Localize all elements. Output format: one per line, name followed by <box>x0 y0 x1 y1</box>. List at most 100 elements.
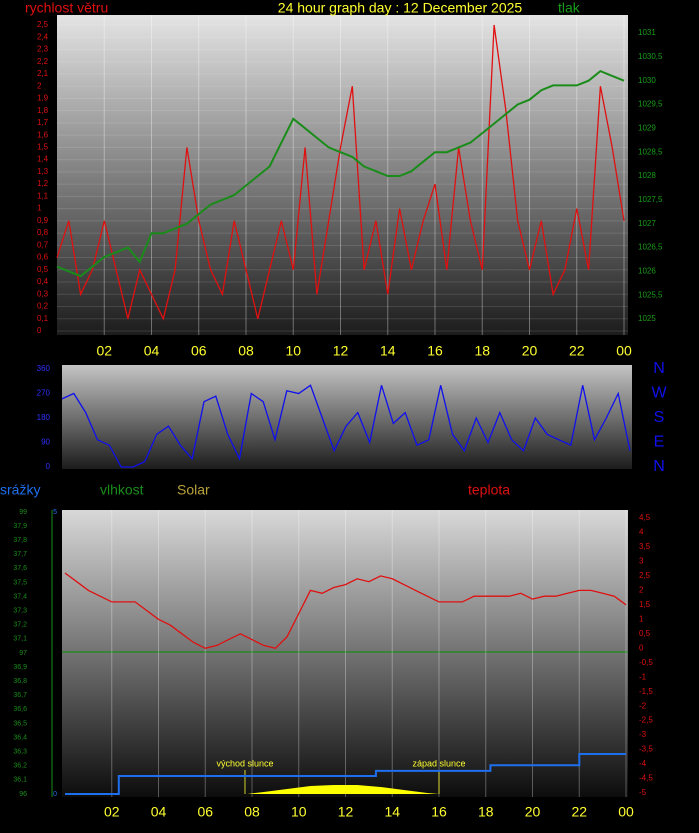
y-tick-label: 0,4 <box>37 277 49 286</box>
y-axis-label: rychlost větru <box>25 0 108 16</box>
y-tick-label: 2,3 <box>37 45 49 54</box>
y2-tick-label: 1027 <box>638 219 656 228</box>
y3-tick-label: 0 <box>53 791 57 798</box>
x-tick-label: 06 <box>197 804 213 820</box>
y2-tick-label: 0,5 <box>639 629 651 638</box>
x-tick-label: 18 <box>474 343 490 359</box>
y2-tick-label: N <box>653 360 665 377</box>
humidity-label: 37,4 <box>13 593 27 600</box>
humidity-label: 97 <box>19 650 27 657</box>
humidity-label: 36,7 <box>13 692 27 699</box>
humidity-label: 37,6 <box>13 565 27 572</box>
humidity-label: 37,3 <box>13 608 27 615</box>
y-tick-label: 0,6 <box>37 253 49 262</box>
y-tick-label: 1,6 <box>37 130 49 139</box>
y2-tick-label: 1029,5 <box>638 100 663 109</box>
y-tick-label: 1,7 <box>37 118 49 127</box>
y-tick-label: 0,2 <box>37 302 49 311</box>
y-tick-label: 0,7 <box>37 240 49 249</box>
humidity-label: 36,9 <box>13 664 27 671</box>
humidity-label: 36,3 <box>13 749 27 756</box>
y2-tick-label: -1,5 <box>639 687 653 696</box>
legend-label: vlhkost <box>100 482 144 498</box>
y-tick-label: 90 <box>41 438 50 447</box>
legend-label: teplota <box>468 482 510 498</box>
y-tick-label: 2,2 <box>37 57 49 66</box>
y-tick-label: 2 <box>37 81 42 90</box>
x-tick-label: 08 <box>238 343 254 359</box>
y2-tick-label: 2 <box>639 585 644 594</box>
solar-area <box>247 785 439 794</box>
humidity-label: 37,8 <box>13 537 27 544</box>
y2-tick-label: -2 <box>639 701 647 710</box>
x-tick-label: 02 <box>104 804 120 820</box>
humidity-label: 36,8 <box>13 678 27 685</box>
y-tick-label: 1,8 <box>37 106 49 115</box>
y2-tick-label: 4,5 <box>639 513 651 522</box>
x-tick-label: 06 <box>191 343 207 359</box>
series-line <box>61 384 631 468</box>
y2-tick-label: 1031 <box>638 28 656 37</box>
x-tick-label: 12 <box>333 343 349 359</box>
y2-tick-label: 4 <box>639 528 644 537</box>
y2-tick-label: S <box>654 409 665 426</box>
humidity-label: 99 <box>19 509 27 516</box>
x-tick-label: 20 <box>522 343 538 359</box>
x-tick-label: 02 <box>96 343 112 359</box>
y-tick-label: 0,8 <box>37 228 49 237</box>
x-tick-label: 14 <box>380 343 396 359</box>
y2-tick-label: 0 <box>639 643 644 652</box>
x-tick-label: 10 <box>285 343 301 359</box>
plot-area <box>62 365 632 469</box>
x-tick-label: 04 <box>151 804 167 820</box>
y-tick-label: 1,9 <box>37 94 49 103</box>
y2-tick-label: -3 <box>639 730 647 739</box>
y2-tick-label: 1025,5 <box>638 290 663 299</box>
y-tick-label: 0,1 <box>37 314 49 323</box>
legend-label: Solar <box>177 482 210 498</box>
y-tick-label: 1,4 <box>37 155 49 164</box>
y2-tick-label: 1,5 <box>639 600 651 609</box>
x-tick-label: 22 <box>569 343 585 359</box>
humidity-label: 36,6 <box>13 706 27 713</box>
annotation: východ slunce <box>216 758 273 768</box>
y2-axis-label: tlak <box>558 0 581 16</box>
y-tick-label: 0,3 <box>37 289 49 298</box>
y2-tick-label: -3,5 <box>639 745 653 754</box>
humidity-label: 37,5 <box>13 579 27 586</box>
y-tick-label: 2,4 <box>37 32 49 41</box>
humidity-label: 36,5 <box>13 720 27 727</box>
y-tick-label: 360 <box>37 364 51 373</box>
humidity-label: 36,2 <box>13 763 27 770</box>
y2-tick-label: 1026,5 <box>638 243 663 252</box>
y2-tick-label: -1 <box>639 672 647 681</box>
y-tick-label: 1,5 <box>37 143 49 152</box>
y-tick-label: 0,5 <box>37 265 49 274</box>
humidity-label: 37,2 <box>13 622 27 629</box>
humidity-label: 37,1 <box>13 636 27 643</box>
humidity-label: 96 <box>19 791 27 798</box>
x-tick-label: 00 <box>616 343 632 359</box>
series-line <box>64 572 627 650</box>
humidity-label: 36,1 <box>13 777 27 784</box>
y2-tick-label: 1026 <box>638 266 656 275</box>
y3-tick-label: 5 <box>53 509 57 516</box>
y2-tick-label: -4,5 <box>639 774 653 783</box>
y2-tick-label: N <box>653 458 665 475</box>
y2-tick-label: 1025 <box>638 314 656 323</box>
legend-label: srážky <box>0 482 40 498</box>
y-tick-label: 1 <box>37 204 42 213</box>
x-tick-label: 20 <box>525 804 541 820</box>
y-tick-label: 270 <box>37 389 51 398</box>
y2-tick-label: 3 <box>639 557 644 566</box>
y-tick-label: 2,1 <box>37 69 49 78</box>
y2-tick-label: 1 <box>639 614 644 623</box>
y-tick-label: 0 <box>37 326 42 335</box>
x-tick-label: 16 <box>431 804 447 820</box>
humidity-label: 37,9 <box>13 523 27 530</box>
y2-tick-label: -5 <box>639 788 647 797</box>
y2-tick-label: 1029 <box>638 123 656 132</box>
chart-title: 24 hour graph day : 12 December 2025 <box>278 0 523 16</box>
